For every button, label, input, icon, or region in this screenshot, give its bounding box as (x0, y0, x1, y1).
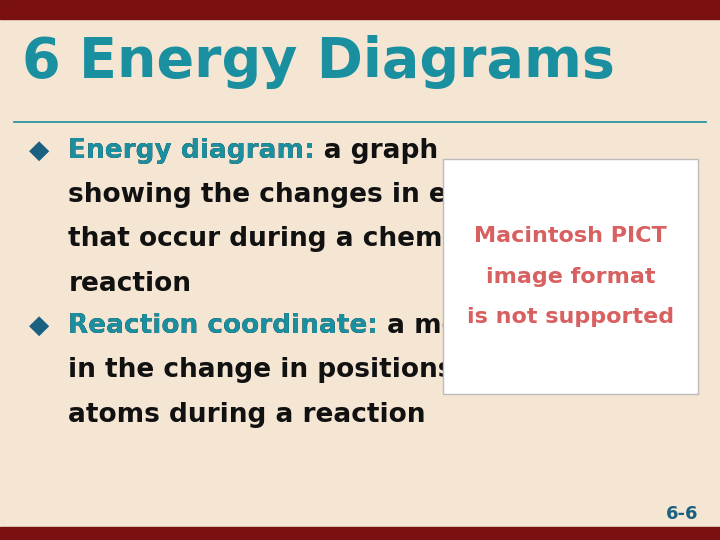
Text: atoms during a reaction: atoms during a reaction (68, 402, 426, 428)
Text: Energy diagram: a graph: Energy diagram: a graph (68, 138, 438, 164)
Text: Reaction coordinate: a measure: Reaction coordinate: a measure (68, 313, 543, 339)
Text: Energy Diagrams: Energy Diagrams (79, 35, 615, 89)
Text: Macintosh PICT: Macintosh PICT (474, 226, 667, 246)
Text: Reaction coordinate:: Reaction coordinate: (68, 313, 379, 339)
Text: 6: 6 (22, 35, 60, 89)
Text: ◆: ◆ (29, 313, 49, 339)
Bar (0, 0, 720, 19)
Text: 6-6: 6-6 (666, 505, 698, 523)
Bar (0, 526, 720, 540)
Text: that occur during a chemical: that occur during a chemical (68, 226, 495, 252)
Text: showing the changes in energy: showing the changes in energy (68, 182, 533, 208)
Text: in the change in positions of: in the change in positions of (68, 357, 492, 383)
Text: image format: image format (486, 267, 655, 287)
Text: Energy diagram:: Energy diagram: (68, 138, 315, 164)
FancyBboxPatch shape (443, 159, 698, 394)
Text: is not supported: is not supported (467, 307, 674, 327)
Text: ◆: ◆ (29, 138, 49, 164)
Text: reaction: reaction (68, 271, 192, 296)
